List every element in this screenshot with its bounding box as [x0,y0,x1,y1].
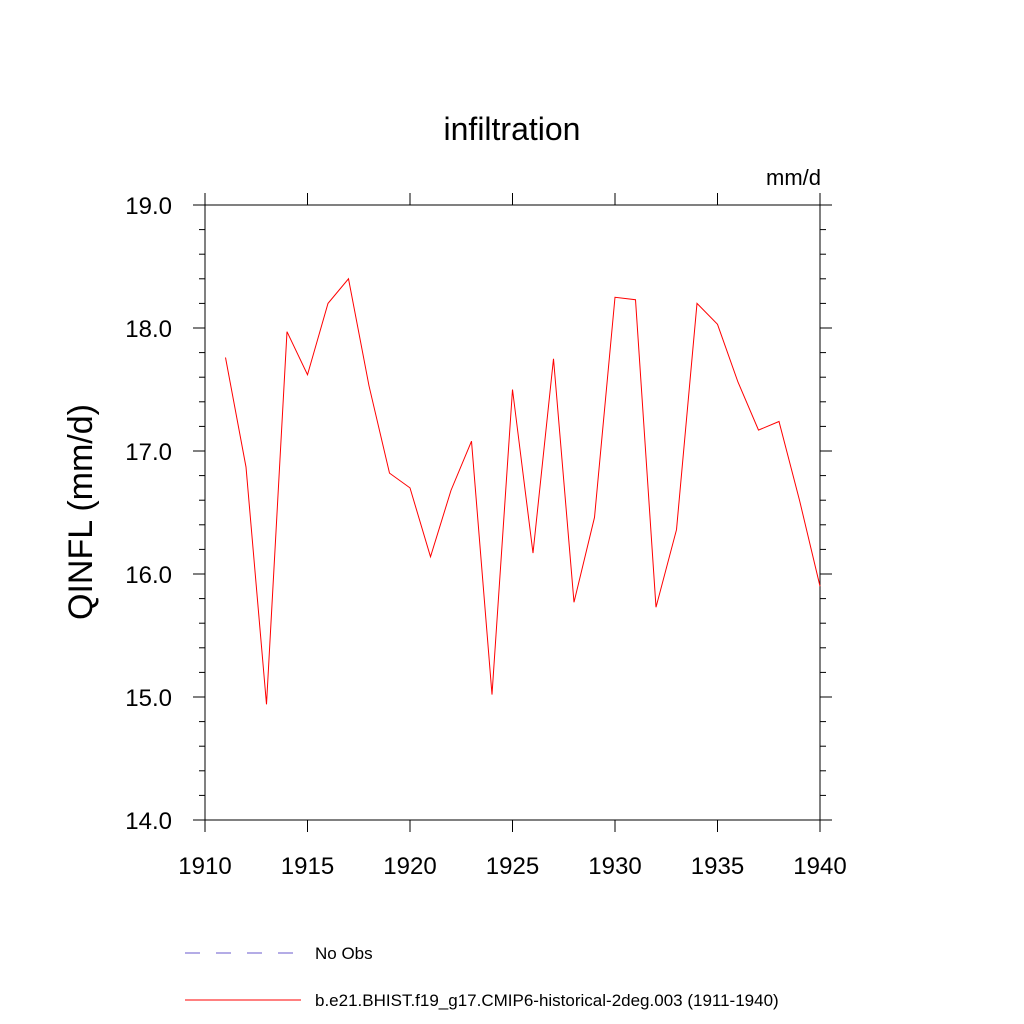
x-tick-label: 1925 [486,853,539,880]
legend-label-no-obs: No Obs [315,944,373,963]
axis-ticks [193,193,832,832]
plot-frame [204,204,821,821]
x-tick-label: 1935 [691,853,744,880]
y-tick-labels: 14.0 15.0 16.0 17.0 18.0 19.0 [125,193,172,835]
x-tick-label: 1910 [178,853,231,880]
y-tick-label: 14.0 [125,808,172,835]
units-label: mm/d [766,165,821,190]
y-tick-label: 19.0 [125,193,172,220]
series-layer [225,277,821,705]
x-tick-label: 1940 [793,853,846,880]
x-tick-labels: 1910 1915 1920 1925 1930 1935 1940 [178,853,846,880]
legend: No Obs b.e21.BHIST.f19_g17.CMIP6-histori… [185,944,779,1010]
x-tick-label: 1930 [588,853,641,880]
legend-label-historical: b.e21.BHIST.f19_g17.CMIP6-historical-2de… [315,991,779,1010]
series-line-0 [225,277,821,705]
x-tick-label: 1920 [383,853,436,880]
y-tick-label: 17.0 [125,439,172,466]
y-tick-label: 15.0 [125,685,172,712]
y-tick-label: 18.0 [125,316,172,343]
chart-title: infiltration [444,111,581,147]
y-axis-label: QINFL (mm/d) [62,404,100,620]
y-tick-label: 16.0 [125,562,172,589]
x-tick-label: 1915 [281,853,334,880]
